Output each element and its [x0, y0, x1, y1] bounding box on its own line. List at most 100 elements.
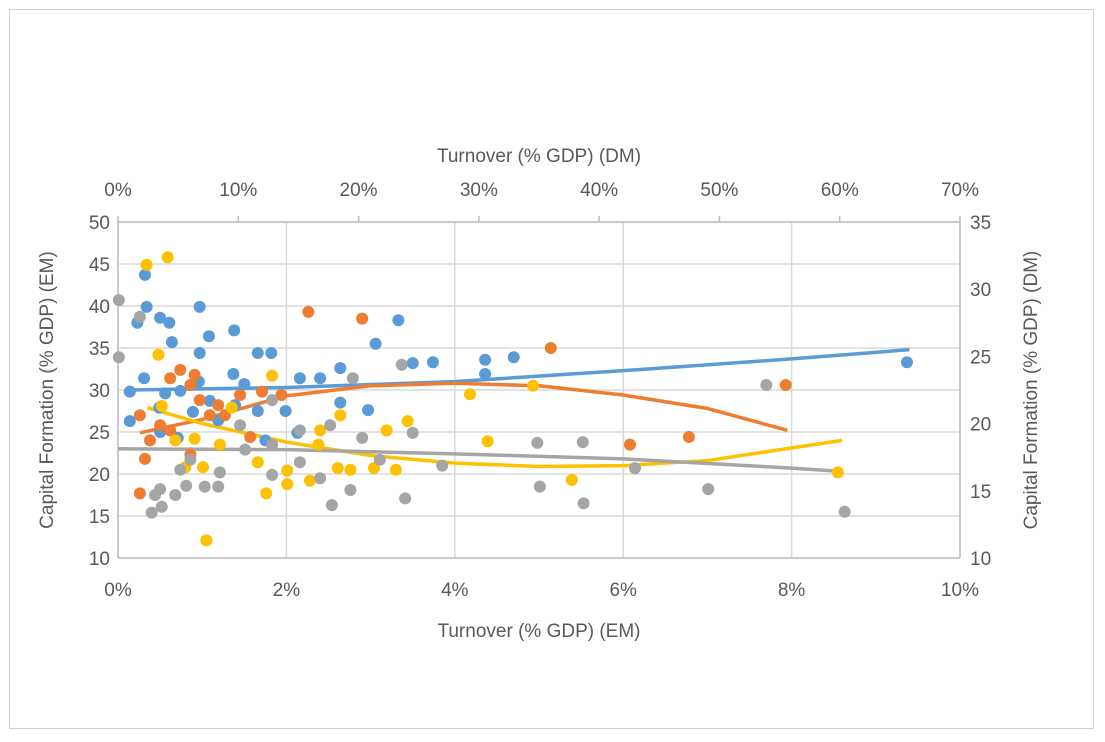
data-point-series-3 — [389, 463, 402, 476]
data-point-series-1 — [227, 368, 240, 381]
data-point-series-3 — [266, 369, 279, 382]
right-tick-label: 10 — [970, 549, 991, 570]
bottom-tick-label: 6% — [609, 580, 637, 601]
data-point-series-4 — [399, 492, 412, 505]
data-points — [112, 251, 913, 547]
right-tick-label: 15 — [970, 482, 991, 503]
data-point-series-3 — [312, 438, 325, 451]
data-point-series-2 — [133, 487, 146, 500]
data-point-series-4 — [344, 483, 357, 496]
bottom-axis-title: Turnover (% GDP) (EM) — [437, 621, 640, 642]
data-point-series-3 — [260, 487, 273, 500]
left-tick-label: 10 — [89, 549, 110, 570]
data-point-series-4 — [356, 431, 369, 444]
data-point-series-2 — [133, 409, 146, 422]
data-point-series-2 — [138, 452, 151, 465]
top-tick-label: 50% — [700, 180, 738, 201]
data-point-series-3 — [481, 435, 494, 448]
data-point-series-1 — [238, 378, 251, 391]
right-axis-title: Capital Formation (% GDP) (DM) — [1021, 251, 1042, 530]
data-point-series-1 — [138, 372, 151, 385]
data-point-series-1 — [193, 300, 206, 313]
data-point-series-4 — [180, 479, 193, 492]
data-point-series-1 — [369, 337, 382, 350]
data-point-series-3 — [565, 473, 578, 486]
trendline-series-4 — [117, 447, 843, 474]
data-point-series-4 — [325, 499, 338, 512]
data-point-series-1 — [138, 268, 151, 281]
data-point-series-1 — [140, 300, 153, 313]
data-point-series-4 — [198, 480, 211, 493]
top-axis-title: Turnover (% GDP) (DM) — [437, 146, 641, 167]
data-point-series-2 — [356, 312, 369, 325]
data-point-series-4 — [760, 378, 773, 391]
data-point-series-4 — [133, 310, 146, 323]
data-point-series-1 — [334, 396, 347, 409]
data-point-series-3 — [463, 388, 476, 401]
left-tick-label: 20 — [89, 465, 110, 486]
data-point-series-2 — [164, 424, 177, 437]
data-point-series-2 — [174, 363, 187, 376]
top-tick-label: 0% — [104, 180, 132, 201]
data-point-series-3 — [344, 463, 357, 476]
data-point-series-1 — [186, 405, 199, 418]
data-point-series-3 — [161, 251, 174, 264]
data-point-series-1 — [406, 357, 419, 370]
bottom-tick-label: 10% — [941, 580, 979, 601]
data-point-series-3 — [281, 464, 294, 477]
data-point-series-1 — [228, 324, 241, 337]
top-tick-label: 30% — [460, 180, 498, 201]
data-point-series-3 — [367, 462, 380, 475]
data-point-series-1 — [165, 336, 178, 349]
data-point-series-1 — [251, 347, 264, 360]
left-tick-label: 15 — [89, 507, 110, 528]
data-point-series-1 — [174, 384, 187, 397]
data-point-series-1 — [123, 385, 136, 398]
top-tick-label: 40% — [580, 180, 618, 201]
data-point-series-4 — [436, 459, 449, 472]
data-point-series-4 — [174, 463, 187, 476]
tick-labels: 10 15 20 25 30 35 40 45 50 10 15 20 25 30 35 0% 2% 4% 6% 8%… — [89, 180, 991, 601]
data-point-series-4 — [531, 436, 544, 449]
data-point-series-3 — [200, 534, 213, 547]
data-point-series-4 — [155, 500, 168, 513]
top-tick-label: 60% — [821, 180, 859, 201]
data-point-series-3 — [314, 424, 327, 437]
data-point-series-3 — [140, 258, 153, 271]
data-point-series-2 — [275, 389, 288, 402]
data-point-series-3 — [188, 432, 201, 445]
data-point-series-3 — [213, 438, 226, 451]
data-point-series-3 — [251, 456, 264, 469]
data-point-series-1 — [154, 311, 167, 324]
data-point-series-4 — [234, 419, 247, 432]
data-point-series-2 — [193, 394, 206, 407]
bottom-tick-label: 0% — [104, 580, 132, 601]
data-point-series-4 — [628, 462, 641, 475]
data-point-series-3 — [331, 462, 344, 475]
data-point-series-2 — [682, 431, 695, 444]
data-point-series-1 — [479, 368, 492, 381]
data-point-series-3 — [155, 399, 168, 412]
data-point-series-4 — [314, 472, 327, 485]
data-point-series-3 — [334, 409, 347, 422]
right-tick-label: 25 — [970, 347, 991, 368]
data-point-series-4 — [373, 453, 386, 466]
data-point-series-1 — [392, 314, 405, 327]
top-tick-label: 70% — [941, 180, 979, 201]
data-point-series-3 — [152, 348, 165, 361]
data-point-series-3 — [831, 466, 844, 479]
data-point-series-4 — [184, 453, 197, 466]
data-point-series-4 — [406, 426, 419, 439]
data-point-series-3 — [281, 478, 294, 491]
bottom-tick-label: 2% — [273, 580, 301, 601]
data-point-series-1 — [202, 330, 215, 343]
chart-frame — [9, 9, 1094, 729]
data-point-series-1 — [900, 356, 913, 369]
data-point-series-3 — [225, 401, 238, 414]
data-point-series-1 — [507, 351, 520, 364]
data-point-series-1 — [426, 356, 439, 369]
top-tick-label: 10% — [219, 180, 257, 201]
data-point-series-4 — [266, 394, 279, 407]
data-point-series-4 — [838, 505, 851, 518]
data-point-series-1 — [251, 405, 264, 417]
